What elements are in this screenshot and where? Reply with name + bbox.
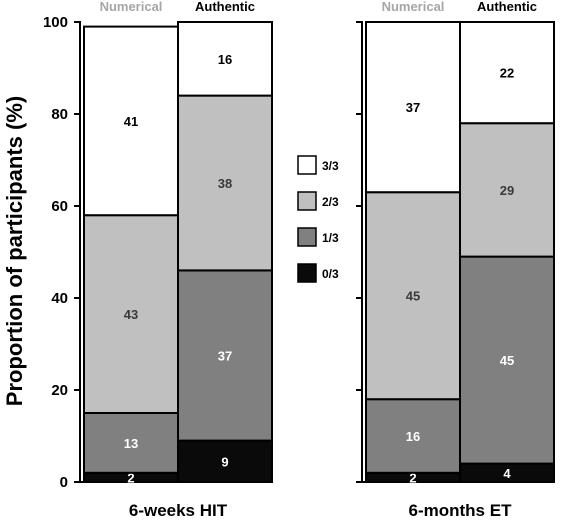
data-label: 22 [500, 66, 514, 81]
legend-label: 1/3 [322, 231, 339, 245]
data-label: 13 [124, 436, 138, 451]
data-label: 38 [218, 176, 232, 191]
y-tick-label: 100 [43, 14, 68, 31]
data-label: 2 [127, 470, 134, 485]
y-tick-label: 80 [51, 106, 68, 123]
data-label: 41 [124, 114, 138, 129]
legend-label: 3/3 [322, 159, 339, 173]
legend-swatch [297, 155, 317, 175]
group-label: 6-months ET [409, 501, 513, 520]
legend-swatch [297, 227, 317, 247]
bar-segment-3-of-3 [459, 21, 555, 125]
y-tick-label: 40 [51, 290, 68, 307]
y-axis-title: Proportion of participants (%) [2, 96, 27, 406]
group-label: 6-weeks HIT [129, 501, 228, 520]
bar-column-header: Authentic [195, 0, 255, 14]
y-tick-label: 0 [60, 474, 68, 491]
bar-segment-3-of-3 [83, 25, 179, 217]
legend-swatch [297, 263, 317, 283]
bar-segment-1-of-3 [365, 398, 461, 474]
data-label: 4 [503, 466, 511, 481]
bar-segment-1-of-3 [177, 269, 273, 442]
legend-label: 0/3 [322, 267, 339, 281]
bar-segment-3-of-3 [365, 21, 461, 194]
legend-label: 2/3 [322, 195, 339, 209]
data-label: 43 [124, 307, 138, 322]
bar-column-header: Numerical [382, 0, 445, 14]
legend-swatch [297, 191, 317, 211]
bar-column-header: Authentic [477, 0, 537, 14]
data-label: 2 [409, 470, 416, 485]
data-label: 45 [500, 353, 514, 368]
data-label: 16 [218, 52, 232, 67]
bar-segment-2-of-3 [177, 94, 273, 272]
bar-column-header: Numerical [100, 0, 163, 14]
data-label: 37 [218, 349, 232, 364]
data-label: 9 [221, 454, 228, 469]
bar-segment-3-of-3 [177, 21, 273, 97]
data-label: 45 [406, 289, 420, 304]
data-label: 29 [500, 183, 514, 198]
y-tick-label: 20 [51, 382, 68, 399]
data-label: 37 [406, 100, 420, 115]
y-tick-label: 60 [51, 198, 68, 215]
bar-segment-2-of-3 [365, 191, 461, 401]
data-label: 16 [406, 429, 420, 444]
